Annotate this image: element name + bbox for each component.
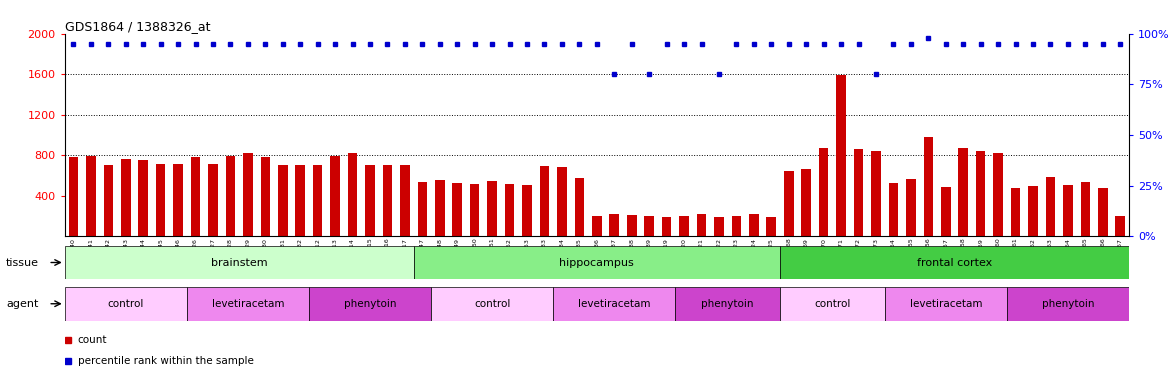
Text: frontal cortex: frontal cortex <box>917 258 993 267</box>
Bar <box>156 164 166 236</box>
Bar <box>187 287 309 321</box>
Bar <box>592 216 602 236</box>
Bar <box>575 177 584 236</box>
Bar <box>1116 216 1125 236</box>
Bar <box>505 184 514 236</box>
Bar <box>382 165 393 236</box>
Bar <box>414 246 780 279</box>
Bar <box>696 214 707 236</box>
Bar <box>103 165 113 236</box>
Bar <box>1010 188 1021 236</box>
Bar <box>121 159 131 236</box>
Text: agent: agent <box>6 299 39 309</box>
Text: phenytoin: phenytoin <box>701 299 754 309</box>
Bar <box>854 149 863 236</box>
Bar <box>976 151 985 236</box>
Bar <box>801 170 811 236</box>
Bar <box>86 156 95 236</box>
Bar <box>941 187 950 236</box>
Bar <box>417 182 427 236</box>
Bar <box>243 153 253 236</box>
Bar <box>366 165 375 236</box>
Bar <box>1081 182 1090 236</box>
Bar <box>1007 287 1129 321</box>
Bar <box>994 153 1003 236</box>
Bar <box>191 157 200 236</box>
Bar <box>65 246 414 279</box>
Text: phenytoin: phenytoin <box>1042 299 1094 309</box>
Bar <box>884 287 1007 321</box>
Bar <box>173 164 183 236</box>
Text: levetiracetam: levetiracetam <box>909 299 982 309</box>
Bar <box>432 287 553 321</box>
Bar <box>889 183 898 236</box>
Bar <box>226 156 235 236</box>
Bar <box>1045 177 1055 236</box>
Bar <box>714 216 723 236</box>
Bar <box>540 166 549 236</box>
Text: count: count <box>78 335 107 345</box>
Bar <box>780 287 884 321</box>
Bar <box>68 157 78 236</box>
Bar <box>818 148 828 236</box>
Bar <box>609 214 619 236</box>
Bar <box>836 75 846 236</box>
Bar <box>348 153 358 236</box>
Bar <box>65 287 187 321</box>
Text: hippocampus: hippocampus <box>560 258 634 267</box>
Bar <box>675 287 780 321</box>
Bar <box>470 184 480 236</box>
Bar <box>662 216 671 236</box>
Bar <box>906 178 916 236</box>
Text: control: control <box>814 299 850 309</box>
Bar <box>139 160 148 236</box>
Bar <box>731 216 741 236</box>
Bar <box>627 215 636 236</box>
Text: percentile rank within the sample: percentile rank within the sample <box>78 356 254 366</box>
Bar <box>309 287 432 321</box>
Bar <box>749 214 759 236</box>
Bar <box>871 151 881 236</box>
Bar <box>784 171 794 236</box>
Bar <box>923 137 933 236</box>
Bar <box>958 148 968 236</box>
Bar <box>261 157 270 236</box>
Bar <box>1098 188 1108 236</box>
Bar <box>487 181 497 236</box>
Bar <box>400 165 409 236</box>
Text: control: control <box>107 299 143 309</box>
Text: phenytoin: phenytoin <box>343 299 396 309</box>
Bar <box>553 287 675 321</box>
Text: GDS1864 / 1388326_at: GDS1864 / 1388326_at <box>65 20 211 33</box>
Bar <box>557 167 567 236</box>
Text: control: control <box>474 299 510 309</box>
Text: levetiracetam: levetiracetam <box>579 299 650 309</box>
Bar <box>1063 184 1073 236</box>
Bar <box>295 165 305 236</box>
Bar <box>453 183 462 236</box>
Bar <box>522 184 532 236</box>
Text: brainstem: brainstem <box>211 258 267 267</box>
Bar <box>208 164 218 236</box>
Text: levetiracetam: levetiracetam <box>212 299 285 309</box>
Bar <box>767 216 776 236</box>
Bar <box>780 246 1129 279</box>
Bar <box>313 165 322 236</box>
Bar <box>435 180 445 236</box>
Bar <box>644 216 654 236</box>
Bar <box>1028 186 1037 236</box>
Bar <box>680 216 689 236</box>
Text: tissue: tissue <box>6 258 39 267</box>
Bar <box>278 165 288 236</box>
Bar <box>330 156 340 236</box>
